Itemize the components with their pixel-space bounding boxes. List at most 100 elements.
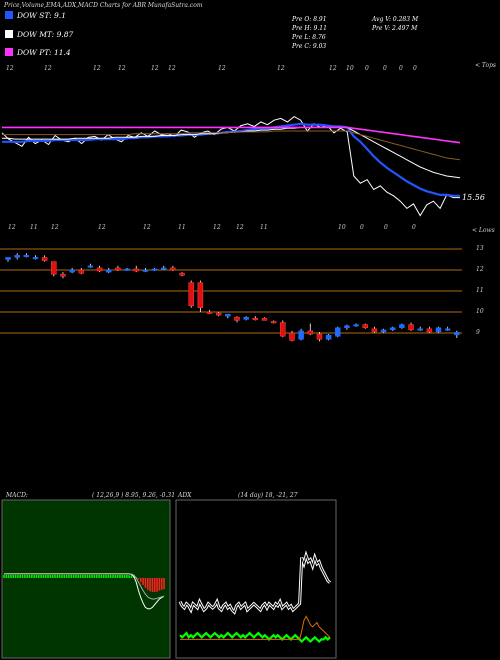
candle-body: [243, 317, 249, 320]
candle-body: [60, 273, 66, 277]
candle-body: [179, 272, 185, 276]
top-number: 12: [93, 65, 101, 72]
candle-body: [371, 328, 378, 333]
low-number: 10: [338, 224, 346, 231]
stat-prev-low: Pre L: 8.76: [292, 34, 326, 41]
candle-body: [151, 268, 158, 271]
low-number: 11: [178, 224, 186, 231]
lows-label: < Lows: [472, 227, 495, 234]
candle-body: [170, 267, 176, 271]
low-number: 12: [143, 224, 151, 231]
top-number: 12: [329, 65, 337, 72]
candle-body: [417, 328, 423, 331]
top-number: 0: [399, 65, 403, 72]
candle-body: [197, 282, 204, 309]
low-number: 0: [412, 224, 416, 231]
candle-body: [14, 255, 20, 258]
macd-panel: [1, 499, 171, 659]
macd-line: [4, 573, 165, 610]
candle-body: [270, 321, 277, 324]
top-number: 12: [151, 65, 159, 72]
stat-prev-high: Pre H: 9.11: [292, 25, 327, 32]
candle-body: [133, 268, 139, 272]
candle-body: [454, 332, 460, 336]
candle-body: [252, 318, 259, 321]
candle-body: [362, 324, 368, 329]
candle-body: [51, 261, 57, 275]
legend-swatch-blue-icon: [5, 11, 13, 19]
top-number: 12: [168, 65, 176, 72]
price-level-label: 11: [476, 287, 484, 294]
top-number: 10: [346, 65, 354, 72]
low-number: 12: [213, 224, 221, 231]
candle-body: [444, 328, 451, 331]
chart-header: Price,Volume,EMA,ADX,MACD Charts for ABR…: [4, 2, 203, 9]
line-ema-pt: [2, 126, 461, 144]
low-number: 0: [360, 224, 364, 231]
candle-body: [215, 312, 222, 316]
candle-body: [316, 333, 323, 340]
candle-body: [280, 322, 286, 337]
price-level-label: 13: [476, 245, 484, 252]
candle-body: [206, 311, 213, 314]
low-number: 12: [98, 224, 106, 231]
top-number: 0: [413, 65, 417, 72]
candle-body: [344, 325, 350, 328]
legend-dow-pt: DOW PT: 11.4: [5, 48, 71, 57]
candle-body: [160, 267, 167, 270]
legend-label: DOW MT: 9.87: [17, 30, 74, 39]
legend-label: DOW ST: 9.1: [17, 11, 66, 20]
top-number: 0: [383, 65, 387, 72]
low-number: 12: [236, 224, 244, 231]
candle-body: [389, 327, 396, 331]
last-price-label: 15.56: [462, 193, 485, 202]
legend-dow-mt: DOW MT: 9.87: [5, 30, 73, 39]
candle-body: [380, 329, 387, 333]
price-chart: [0, 116, 462, 342]
adx-params: (14 day) 18, -21, 27: [238, 492, 298, 499]
price-level-label: 10: [476, 308, 484, 315]
low-number: 12: [8, 224, 16, 231]
legend-label: DOW PT: 11.4: [17, 48, 71, 57]
top-number: 12: [118, 65, 126, 72]
adx-line-di-plus-outer: [178, 550, 332, 615]
candle-body: [399, 324, 405, 329]
candle-body: [78, 269, 85, 274]
candle-body: [87, 265, 94, 268]
candle-body: [435, 327, 442, 333]
adx-title: ADX: [178, 492, 192, 499]
top-number: 12: [218, 65, 226, 72]
tops-label: < Tops: [475, 62, 497, 69]
line-ema-long: [2, 130, 461, 161]
candle-body: [106, 269, 112, 273]
candle-body: [298, 330, 304, 340]
low-number: 0: [384, 224, 388, 231]
adx-line-di-plus-inner: [179, 553, 331, 614]
legend-swatch-magenta-icon: [5, 48, 13, 56]
low-number: 11: [30, 224, 38, 231]
macd-signal-line: [4, 573, 165, 600]
candle-body: [426, 328, 433, 333]
macd-title: MACD:: [6, 492, 28, 499]
macd-params: ( 12,26,9 ) 8.95, 9.26, -0.31: [92, 492, 176, 499]
low-number: 12: [51, 224, 59, 231]
candle-body: [124, 268, 130, 271]
candle-body: [325, 334, 332, 340]
candle-body: [96, 267, 103, 272]
low-number: 11: [260, 224, 268, 231]
candle-body: [69, 269, 75, 273]
candle-body: [353, 324, 359, 327]
candle-body: [234, 317, 240, 321]
candle-body: [408, 324, 414, 331]
candle-body: [188, 282, 194, 306]
stat-avg-volume: Avg V: 0.283 M: [372, 16, 419, 23]
candle-body: [5, 257, 11, 260]
candle-body: [41, 257, 48, 261]
price-level-label: 12: [476, 266, 484, 273]
candle-body: [225, 313, 231, 317]
adx-panel: [175, 499, 337, 659]
top-number: 0: [365, 65, 369, 72]
adx-line-adx: [180, 615, 331, 640]
candle-body: [289, 332, 295, 341]
candle-body: [261, 318, 268, 321]
